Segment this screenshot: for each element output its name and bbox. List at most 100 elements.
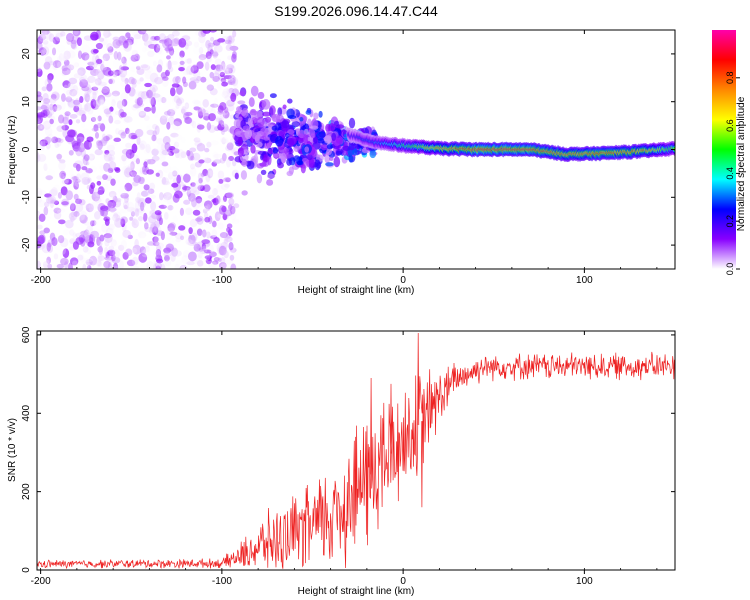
spectrogram-cell bbox=[51, 47, 57, 56]
spectrogram-cell bbox=[127, 36, 135, 43]
spectrogram-cell bbox=[37, 199, 46, 208]
spectrogram-cell bbox=[163, 192, 173, 201]
spectrogram-cell bbox=[124, 165, 131, 172]
spectrogram-cell bbox=[173, 250, 182, 257]
spectrogram-cell bbox=[80, 172, 90, 182]
spectrogram-cell bbox=[91, 115, 99, 124]
spectrogram-cell bbox=[167, 33, 175, 40]
spectrogram-cell bbox=[70, 174, 77, 182]
spectrogram-cell bbox=[217, 170, 225, 180]
spectrogram-cell bbox=[84, 54, 91, 64]
spectrogram-cell bbox=[97, 99, 105, 110]
spectrogram-cell bbox=[191, 99, 201, 105]
spectrogram-cell bbox=[44, 193, 52, 198]
spectrogram-cell bbox=[287, 115, 297, 120]
spectrogram-cell bbox=[89, 249, 96, 256]
spectrogram-cell bbox=[156, 41, 165, 49]
spectrogram-cell bbox=[42, 46, 50, 56]
spectrogram-cell bbox=[194, 140, 203, 147]
spectrogram-cell bbox=[309, 125, 319, 130]
spectrogram-cell bbox=[81, 257, 89, 263]
spectrogram-cell bbox=[171, 83, 180, 88]
spectrogram-cell bbox=[369, 149, 377, 159]
spectrogram-cell bbox=[153, 225, 162, 234]
spectrogram-cell bbox=[184, 58, 192, 64]
y-tick-label: 600 bbox=[21, 326, 32, 343]
spectrogram-cell bbox=[47, 195, 56, 204]
spectrogram-cell bbox=[57, 138, 64, 144]
spectrogram-cell bbox=[101, 133, 107, 143]
spectrogram-cell bbox=[106, 144, 115, 152]
spectrogram-cell bbox=[173, 141, 180, 148]
spectrogram-cell bbox=[131, 49, 138, 57]
spectrogram-cell bbox=[49, 118, 54, 125]
snr-y-label: SNR (10 * v/v) bbox=[7, 418, 18, 482]
spectrogram-cell bbox=[130, 54, 139, 62]
spectrogram-cell bbox=[103, 30, 111, 39]
spectrogram-cell bbox=[52, 60, 62, 69]
spectrogram-cell bbox=[75, 232, 84, 238]
spectrogram-cell bbox=[49, 97, 57, 104]
spectrogram-cell bbox=[261, 161, 267, 167]
spectrogram-cell bbox=[92, 99, 101, 108]
spectrogram-cell bbox=[192, 79, 200, 84]
spectrogram-cell bbox=[225, 236, 233, 243]
spectrogram-cell bbox=[88, 202, 96, 213]
spectrogram-cell bbox=[331, 132, 337, 142]
spectrogram-cell bbox=[100, 30, 109, 38]
spectrogram-cell bbox=[72, 85, 79, 94]
spectrogram-cell bbox=[213, 153, 222, 158]
spectrogram-cell bbox=[313, 112, 319, 120]
spectrogram-cell bbox=[226, 64, 235, 70]
spectrogram-cell bbox=[193, 190, 200, 195]
spectrogram-cell bbox=[81, 176, 91, 185]
y-tick-label: 0 bbox=[21, 567, 32, 573]
spectrogram-cell bbox=[98, 102, 103, 108]
spectrogram-cell bbox=[219, 136, 229, 144]
spectrogram-cell bbox=[198, 34, 206, 44]
spectrogram-cell bbox=[134, 128, 144, 138]
spectrogram-cell bbox=[62, 80, 71, 89]
spectrogram-cell bbox=[190, 32, 196, 39]
spectrogram-cell bbox=[136, 192, 141, 202]
spectrogram-cell bbox=[181, 108, 186, 114]
spectrogram-cell bbox=[228, 67, 233, 74]
spectrogram-cell bbox=[46, 169, 56, 180]
spectrogram-cell bbox=[96, 175, 103, 180]
spectrogram-cell bbox=[220, 263, 228, 269]
spectrogram-cell bbox=[161, 176, 167, 185]
spectrogram-cell bbox=[142, 212, 148, 222]
spectrogram-cell bbox=[169, 112, 175, 119]
spectrogram-cell bbox=[75, 236, 84, 245]
spectrogram-cell bbox=[83, 221, 90, 226]
spectrogram-cell bbox=[232, 30, 237, 38]
spectrogram-cell bbox=[169, 231, 178, 236]
spectrogram-cell bbox=[37, 153, 47, 162]
spectrogram-cell bbox=[102, 174, 108, 181]
spectrogram-cell bbox=[90, 230, 100, 239]
spectrogram-cell bbox=[95, 228, 105, 235]
spectrogram-cell bbox=[241, 160, 248, 167]
spectrogram-cell bbox=[47, 107, 55, 116]
spectrogram-cell bbox=[108, 190, 117, 198]
spectrogram-cell bbox=[190, 139, 199, 144]
spectrogram-cell bbox=[178, 38, 187, 48]
spectrogram-cell bbox=[135, 158, 141, 165]
spectrogram-cell bbox=[136, 136, 141, 146]
spectrogram-cell bbox=[180, 265, 186, 269]
spectrogram-cell bbox=[176, 84, 183, 95]
spectrogram-cell bbox=[81, 128, 91, 137]
spectrogram-cell bbox=[94, 197, 102, 203]
spectrogram-cell bbox=[48, 59, 56, 70]
spectrogram-cell bbox=[100, 194, 107, 200]
spectrogram-cell bbox=[120, 216, 128, 224]
spectrogram-cell bbox=[88, 141, 94, 149]
spectrogram-cell bbox=[179, 60, 185, 65]
spectrogram-cell bbox=[217, 109, 224, 115]
spectrogram-cell bbox=[97, 94, 106, 105]
spectrogram-cell bbox=[139, 246, 147, 255]
spectrogram-cell bbox=[170, 166, 179, 176]
spectrogram-cell bbox=[82, 262, 90, 269]
spectrogram-cell bbox=[154, 144, 163, 151]
spectrogram-cell bbox=[233, 203, 240, 209]
